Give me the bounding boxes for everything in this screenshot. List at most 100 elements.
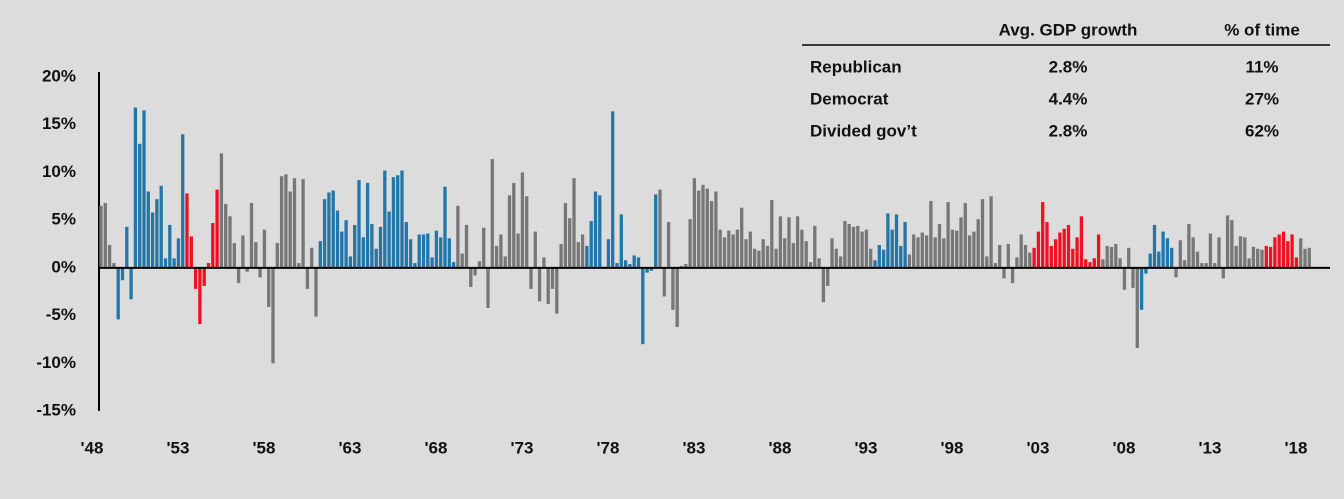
bar [555,267,559,314]
bar [869,248,873,268]
bar [163,258,168,268]
bar [241,235,245,268]
bar [271,267,275,364]
bar [641,267,645,345]
bar [430,257,434,268]
bar [813,225,817,268]
bar [486,267,490,308]
bar [107,244,112,268]
table-row-label: Republican [810,57,902,76]
bar [542,257,546,268]
bar [245,267,249,272]
bar [740,207,744,268]
bar [598,195,602,268]
y-tick-label: -10% [36,353,76,372]
bar [331,190,335,268]
bar [1213,263,1217,268]
bar [701,184,705,268]
bar [989,196,993,268]
bar [1101,259,1105,268]
bar [881,249,886,268]
x-tick-label: '98 [941,438,964,457]
bar [697,190,701,268]
table-cell: 11% [1245,57,1278,76]
bar [933,237,937,268]
x-tick-label: '63 [339,438,362,457]
bar [860,231,864,268]
bar [611,111,615,268]
bar [193,267,198,289]
bar [576,242,580,268]
bar [550,267,555,289]
bar [512,182,516,268]
bar [520,172,525,268]
bar [955,230,959,268]
table-cell: 62% [1245,121,1279,140]
bar [348,256,353,268]
bar [228,216,232,268]
bar [103,202,107,268]
bar [1307,247,1311,268]
bar [937,223,942,268]
bar [421,234,426,268]
bar [1066,224,1071,268]
bar [211,223,215,268]
bar [116,267,120,320]
bar [950,229,955,268]
bar [748,231,752,268]
bar [563,202,568,268]
bar [340,231,344,268]
bar [133,107,138,268]
bar [963,202,967,268]
bar [890,229,894,268]
x-tick-label: '13 [1199,438,1222,457]
bar [795,216,800,268]
bar [976,219,980,268]
bar [1230,220,1234,268]
bar [361,237,365,268]
x-tick-label: '08 [1113,438,1136,457]
bar [344,220,348,268]
bar [215,189,219,268]
bar [305,267,310,289]
bar [473,267,477,276]
bar [924,235,929,268]
bar [1170,247,1174,268]
bar [1281,231,1286,268]
bar [262,229,267,268]
bar [623,260,628,268]
bar [877,244,881,268]
bar [318,241,322,268]
bar [714,191,718,268]
bar [1178,240,1182,268]
bar [301,179,305,268]
bar [292,178,297,268]
bar [744,239,748,268]
bar [1084,259,1088,268]
bar [1006,244,1010,268]
bar [972,231,976,268]
bar [1015,257,1019,268]
bar [851,226,856,268]
bar [1152,224,1157,268]
bar [1165,238,1170,268]
bar [1161,231,1165,268]
bar [1234,245,1238,268]
bar [198,267,202,325]
bar [1079,216,1084,268]
bar [636,257,641,268]
bar [929,201,933,268]
bar [1114,244,1118,268]
bar [1118,258,1122,268]
bar [1157,251,1161,268]
y-tick-label: 0% [51,257,76,276]
bar [1299,238,1303,268]
bar [1264,245,1268,268]
y-tick-label: 20% [42,66,76,85]
bar [168,224,172,268]
bar [666,222,671,268]
bar [125,226,129,268]
bar [1019,234,1023,268]
bar [731,234,735,268]
bar [443,186,447,268]
